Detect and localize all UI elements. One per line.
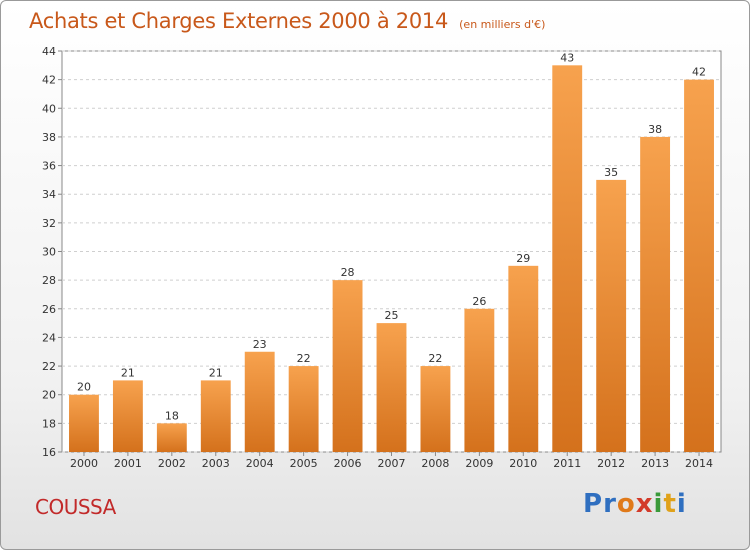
x-tick-label: 2010: [509, 457, 537, 470]
x-tick-label: 2011: [553, 457, 581, 470]
y-tick-label: 24: [42, 331, 56, 344]
x-tick-label: 2008: [421, 457, 449, 470]
bar-2012: [596, 179, 627, 452]
data-label: 22: [428, 352, 442, 365]
x-tick-label: 2004: [246, 457, 274, 470]
chart-title: Achats et Charges Externes 2000 à 2014: [29, 9, 449, 33]
bar-2011: [552, 65, 583, 453]
bar-2014: [684, 79, 714, 453]
y-tick-label: 30: [42, 246, 56, 259]
bar-2003: [200, 380, 231, 452]
x-axis: 2000 2001 2002 2003 2004 2005 2006 2007 2008 2009…: [70, 452, 713, 470]
logo-letter: r: [603, 489, 617, 519]
logo-letter: x: [635, 489, 654, 519]
y-tick-label: 36: [42, 160, 56, 173]
chart-subtitle: (en milliers d'€): [459, 18, 546, 31]
bar-2000: [69, 394, 99, 452]
bar-2007: [376, 323, 407, 452]
logo-letter: o: [616, 489, 636, 519]
data-label: 28: [341, 266, 355, 279]
labels-layer: 20 21 18 21 23 22 28 25 22 26 29 43 35 38 42: [77, 51, 706, 422]
title-row: Achats et Charges Externes 2000 à 2014 (…: [29, 9, 545, 33]
data-label: 35: [604, 166, 618, 179]
y-tick-label: 34: [42, 188, 56, 201]
y-tick-label: 26: [42, 303, 56, 316]
bar-2008: [420, 366, 451, 452]
data-label: 23: [253, 338, 267, 351]
bar-2001: [112, 380, 143, 452]
y-tick-label: 18: [42, 417, 56, 430]
x-tick-label: 2014: [685, 457, 713, 470]
y-tick-label: 28: [42, 274, 56, 287]
bar-2005: [288, 366, 319, 452]
grid-layer: [62, 50, 721, 453]
x-tick-label: 2005: [290, 457, 318, 470]
y-tick-label: 32: [42, 217, 56, 230]
x-tick-label: 2009: [465, 457, 493, 470]
logo-letter: P: [583, 489, 604, 519]
y-tick-label: 38: [42, 131, 56, 144]
bar-2013: [640, 136, 671, 452]
bar-2010: [508, 265, 539, 452]
y-tick-label: 42: [42, 74, 56, 87]
commune-name: COUSSA: [35, 495, 116, 519]
data-label: 21: [209, 366, 223, 379]
data-label: 22: [297, 352, 311, 365]
data-label: 42: [692, 66, 706, 79]
x-tick-label: 2006: [334, 457, 362, 470]
bar-2006: [332, 280, 363, 452]
y-tick-label: 44: [42, 45, 56, 58]
y-tick-label: 40: [42, 102, 56, 115]
logo-letter: i: [676, 489, 687, 519]
data-label: 21: [121, 366, 135, 379]
data-label: 38: [648, 123, 662, 136]
data-label: 29: [516, 252, 530, 265]
x-tick-label: 2000: [70, 457, 98, 470]
data-label: 26: [472, 295, 486, 308]
bar-2002: [156, 423, 187, 452]
bar-2004: [244, 351, 275, 452]
bars-layer: [69, 65, 714, 453]
y-tick-label: 22: [42, 360, 56, 373]
x-tick-label: 2001: [114, 457, 142, 470]
x-tick-label: 2003: [202, 457, 230, 470]
x-tick-label: 2013: [641, 457, 669, 470]
data-label: 25: [385, 309, 399, 322]
y-tick-label: 16: [42, 446, 56, 459]
logo-letter: t: [663, 489, 677, 519]
data-label: 43: [560, 51, 574, 64]
x-tick-label: 2007: [378, 457, 406, 470]
bar-2009: [464, 308, 495, 452]
data-label: 18: [165, 409, 179, 422]
y-tick-label: 20: [42, 389, 56, 402]
logo-letter: i: [653, 489, 664, 519]
data-label: 20: [77, 381, 91, 394]
proxiti-logo[interactable]: Proxiti: [583, 489, 687, 519]
x-tick-label: 2002: [158, 457, 186, 470]
y-axis: 16 18 20 22 24 26 28 30 32 34 36 38 40 42 44: [42, 45, 62, 459]
x-tick-label: 2012: [597, 457, 625, 470]
